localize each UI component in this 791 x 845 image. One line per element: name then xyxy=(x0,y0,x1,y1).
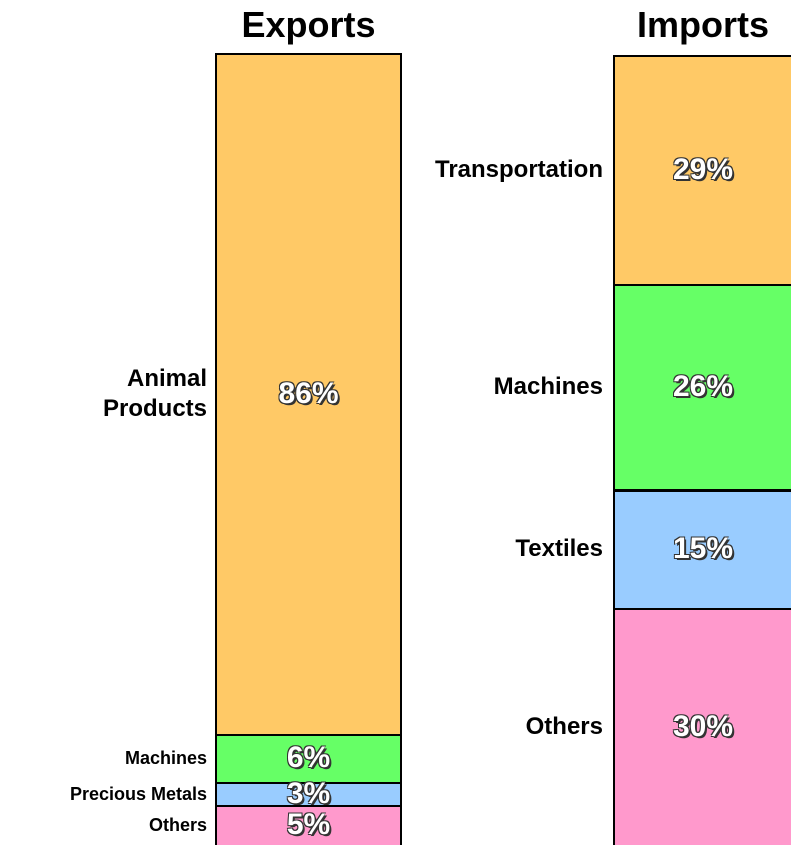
bar-segment xyxy=(613,489,791,610)
bar-segment xyxy=(613,55,791,287)
bar-segment xyxy=(613,608,791,845)
bar-segment xyxy=(215,805,402,845)
value-label: 29% xyxy=(672,152,734,186)
chart-title: Imports xyxy=(636,4,769,45)
category-label: Transportation xyxy=(434,155,603,183)
category-label: Machines xyxy=(493,372,603,400)
category-label: Others xyxy=(525,712,603,740)
category-label: Machines xyxy=(124,747,207,768)
category-label: Textiles xyxy=(515,534,603,562)
value-label: 6% xyxy=(286,740,331,774)
value-label: 26% xyxy=(672,369,734,403)
value-label: 5% xyxy=(286,808,331,842)
value-label: 3% xyxy=(286,776,331,810)
bar-segment xyxy=(215,734,402,784)
value-label: 30% xyxy=(672,709,734,743)
bar-segment xyxy=(215,53,402,737)
category-label: Precious Metals xyxy=(69,783,207,804)
category-label: Others xyxy=(148,815,207,836)
chart-title: Exports xyxy=(241,4,376,45)
value-label: 86% xyxy=(278,376,339,410)
category-label: Animal Products xyxy=(102,364,207,422)
value-label: 15% xyxy=(672,531,734,565)
